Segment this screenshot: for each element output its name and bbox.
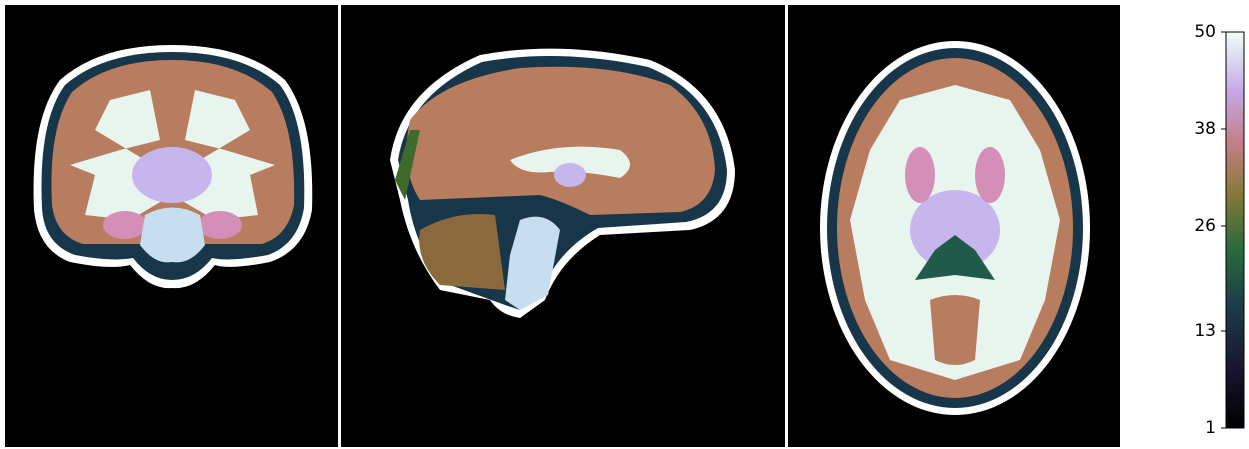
- axial-panel: [788, 5, 1120, 447]
- colorbar-tick-label: 50: [1194, 22, 1216, 42]
- colorbar-tick-label: 1: [1205, 418, 1216, 438]
- colorbar-tick-label: 38: [1194, 119, 1216, 139]
- colorbar-gradient: [1225, 31, 1245, 429]
- colorbar-tick-label: 26: [1194, 216, 1216, 236]
- colorbar: 1 13 26 38 50: [1194, 22, 1245, 438]
- coronal-panel: [5, 5, 338, 447]
- colorbar-tick-label: 13: [1194, 321, 1216, 341]
- sagittal-panel: [341, 5, 785, 447]
